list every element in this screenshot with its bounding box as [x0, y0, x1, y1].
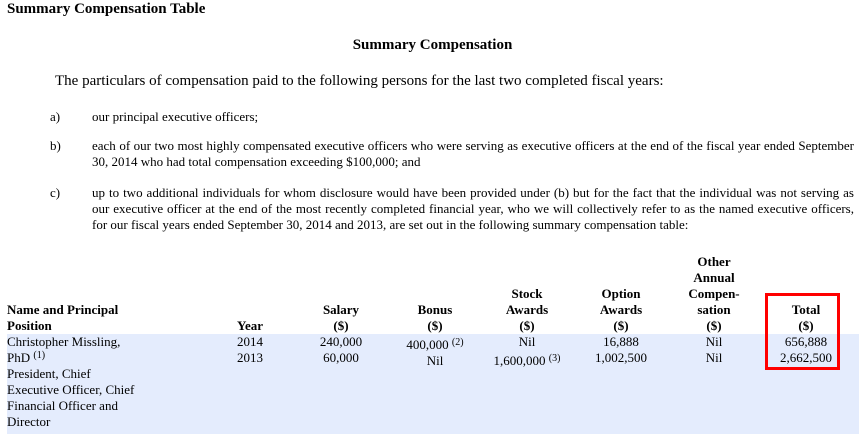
list-label: a) [50, 109, 61, 124]
summary-compensation-table: Name and Principal Position Year Salary ($… [7, 254, 850, 434]
row-shade-extension [850, 334, 859, 434]
cell-bonus: 400,000 (2) Nil [392, 334, 478, 434]
header-total: Total ($) [791, 302, 821, 333]
cell-salary: 240,000 60,000 [290, 334, 392, 434]
header-year: Year [237, 318, 263, 333]
list-text: each of our two most highly compensated … [92, 138, 854, 169]
table-row: Christopher Missling, PhD (1) President,… [7, 334, 850, 434]
header-name: Name and Principal Position [7, 302, 119, 333]
header-salary: Salary ($) [322, 302, 360, 333]
total-column-highlight-box [765, 293, 840, 370]
header-option-awards: Option Awards ($) [599, 286, 643, 333]
cell-total: 656,888 2,662,500 [762, 334, 850, 434]
list-label: b) [50, 138, 61, 153]
footnote-ref: (1) [33, 350, 46, 361]
document-title: Summary Compensation Table [7, 1, 206, 17]
cell-name: Christopher Missling, PhD (1) President,… [7, 334, 210, 434]
header-bonus: Bonus ($) [417, 302, 453, 333]
intro-paragraph: The particulars of compensation paid to … [55, 73, 664, 89]
footnote-ref: (2) [451, 337, 464, 348]
footnote-ref: (3) [548, 353, 561, 364]
section-title: Summary Compensation [352, 37, 513, 53]
cell-year: 2014 2013 [210, 334, 290, 434]
list-text: up to two additional individuals for who… [92, 185, 854, 232]
list-text: our principal executive officers; [92, 109, 259, 124]
cell-option-awards: 16,888 1,002,500 [576, 334, 666, 434]
list-label: c) [50, 185, 61, 200]
header-row: Name and Principal Position Year Salary ($… [7, 254, 850, 334]
cell-other-compensation: Nil Nil [666, 334, 762, 434]
header-other-compensation: Other Annual Compen-sation ($) [688, 254, 740, 333]
header-stock-awards: Stock Awards ($) [505, 286, 549, 333]
cell-stock-awards: Nil 1,600,000 (3) [478, 334, 576, 434]
